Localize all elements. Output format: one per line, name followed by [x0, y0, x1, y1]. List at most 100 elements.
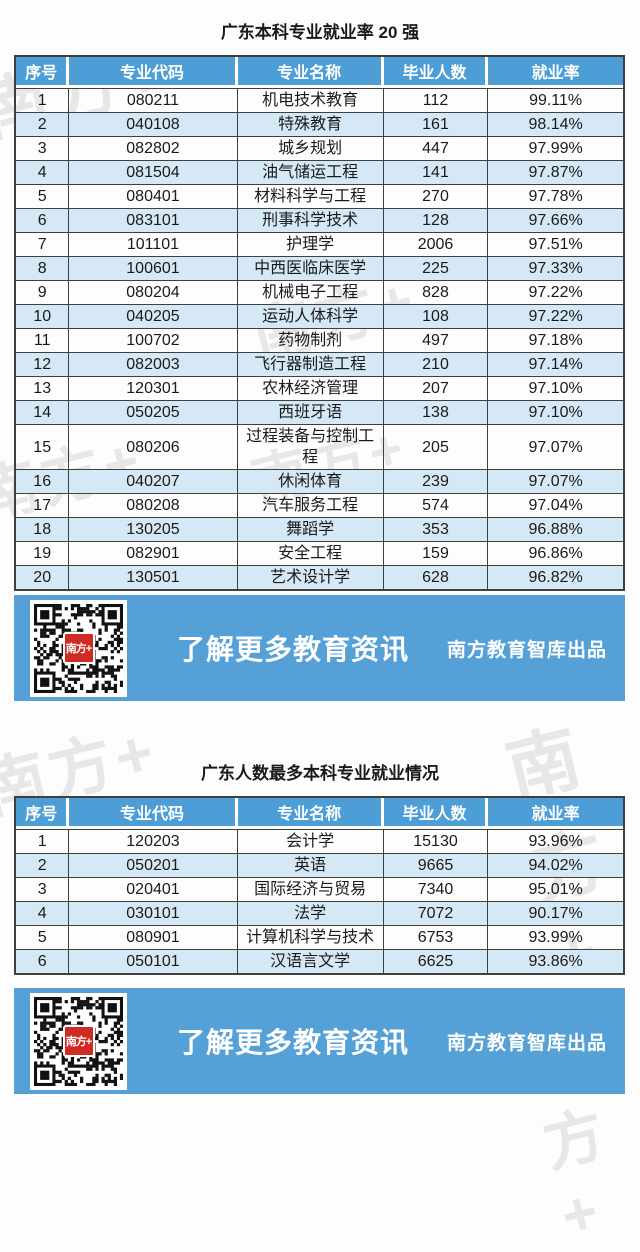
cell-major-code: 101101: [69, 232, 238, 256]
cell-rank: 20: [16, 565, 70, 589]
cell-employment-rate: 96.82%: [488, 565, 623, 589]
cell-rank: 10: [16, 304, 70, 328]
column-header: 专业名称: [237, 57, 384, 88]
cell-major-name: 西班牙语: [237, 400, 384, 424]
cell-rank: 4: [16, 901, 70, 925]
table-row: 2 040108 特殊教育 161 98.14%: [16, 112, 623, 136]
table-row: 5 080901 计算机科学与技术 6753 93.99%: [16, 925, 623, 949]
table-row: 5 080401 材料科学与工程 270 97.78%: [16, 184, 623, 208]
cell-major-name: 运动人体科学: [237, 304, 384, 328]
table-row: 14 050205 西班牙语 138 97.10%: [16, 400, 623, 424]
cell-employment-rate: 96.86%: [488, 541, 623, 565]
table-row: 3 082802 城乡规划 447 97.99%: [16, 136, 623, 160]
cell-major-name: 材料科学与工程: [237, 184, 384, 208]
column-header: 就业率: [488, 798, 623, 829]
cell-major-code: 082901: [69, 541, 238, 565]
cell-major-name: 安全工程: [237, 541, 384, 565]
cell-graduates: 353: [383, 517, 489, 541]
promo-banner: 南方+ 了解更多教育资讯 南方教育智库出品: [14, 595, 625, 701]
cell-major-name: 计算机科学与技术: [237, 925, 384, 949]
cell-major-name: 刑事科学技术: [237, 208, 384, 232]
cell-rank: 6: [16, 949, 70, 973]
cell-rank: 17: [16, 493, 70, 517]
cell-graduates: 270: [383, 184, 489, 208]
table-row: 6 050101 汉语言文学 6625 93.86%: [16, 949, 623, 973]
cell-graduates: 15130: [383, 829, 489, 853]
cell-rank: 13: [16, 376, 70, 400]
cell-major-name: 法学: [237, 901, 384, 925]
table-row: 4 030101 法学 7072 90.17%: [16, 901, 623, 925]
cell-major-name: 飞行器制造工程: [237, 352, 384, 376]
cell-major-code: 080401: [69, 184, 238, 208]
cell-major-code: 040207: [69, 469, 238, 493]
cell-major-name: 舞蹈学: [237, 517, 384, 541]
table-row: 6 083101 刑事科学技术 128 97.66%: [16, 208, 623, 232]
cell-major-name: 艺术设计学: [237, 565, 384, 589]
cell-major-code: 080206: [69, 424, 238, 469]
cell-major-code: 120203: [69, 829, 238, 853]
table-row: 10 040205 运动人体科学 108 97.22%: [16, 304, 623, 328]
banner-credit-text: 南方教育智库出品: [446, 1032, 607, 1054]
cell-employment-rate: 97.22%: [488, 280, 623, 304]
infographic-page: 广东本科专业就业率 20 强 序号 专业代码 专业名称 毕业人数 就业率 1 080211…: [14, 23, 625, 1094]
cell-rank: 11: [16, 328, 70, 352]
cell-employment-rate: 90.17%: [488, 901, 623, 925]
cell-graduates: 6753: [383, 925, 489, 949]
cell-rank: 9: [16, 280, 70, 304]
cell-graduates: 7072: [383, 901, 489, 925]
cell-graduates: 239: [383, 469, 489, 493]
table-row: 17 080208 汽车服务工程 574 97.04%: [16, 493, 623, 517]
cell-employment-rate: 97.07%: [488, 424, 623, 469]
table-row: 2 050201 英语 9665 94.02%: [16, 853, 623, 877]
cell-employment-rate: 95.01%: [488, 877, 623, 901]
cell-major-code: 120301: [69, 376, 238, 400]
cell-major-code: 050101: [69, 949, 238, 973]
cell-employment-rate: 97.66%: [488, 208, 623, 232]
cell-rank: 8: [16, 256, 70, 280]
cell-graduates: 128: [383, 208, 489, 232]
cell-employment-rate: 93.96%: [488, 829, 623, 853]
cell-major-code: 080901: [69, 925, 238, 949]
cell-employment-rate: 97.18%: [488, 328, 623, 352]
cell-major-code: 050205: [69, 400, 238, 424]
cell-graduates: 2006: [383, 232, 489, 256]
cell-major-code: 130501: [69, 565, 238, 589]
cell-major-name: 城乡规划: [237, 136, 384, 160]
table-row: 3 020401 国际经济与贸易 7340 95.01%: [16, 877, 623, 901]
qr-pattern: [34, 603, 123, 693]
cell-rank: 18: [16, 517, 70, 541]
cell-graduates: 210: [383, 352, 489, 376]
cell-graduates: 828: [383, 280, 489, 304]
cell-major-name: 农林经济管理: [237, 376, 384, 400]
cell-rank: 7: [16, 232, 70, 256]
cell-employment-rate: 96.88%: [488, 517, 623, 541]
cell-graduates: 141: [383, 160, 489, 184]
cell-major-code: 050201: [69, 853, 238, 877]
table1-title: 广东本科专业就业率 20 强: [220, 23, 420, 42]
cell-graduates: 138: [383, 400, 489, 424]
cell-major-name: 机械电子工程: [237, 280, 384, 304]
header-row: 序号 专业代码 专业名称 毕业人数 就业率: [16, 57, 623, 88]
qr-center-logo: 南方+: [62, 1025, 95, 1057]
most-graduates-table: 序号 专业代码 专业名称 毕业人数 就业率 1 120203 会计学 15130 93.96% 2…: [14, 796, 625, 975]
cell-employment-rate: 93.86%: [488, 949, 623, 973]
table-row: 19 082901 安全工程 159 96.86%: [16, 541, 623, 565]
cell-major-name: 药物制剂: [237, 328, 384, 352]
cell-employment-rate: 97.10%: [488, 400, 623, 424]
cell-graduates: 159: [383, 541, 489, 565]
qr-center-logo: 南方+: [62, 632, 95, 664]
cell-rank: 16: [16, 469, 70, 493]
cell-employment-rate: 97.04%: [488, 493, 623, 517]
table-row: 16 040207 休闲体育 239 97.07%: [16, 469, 623, 493]
column-header: 专业代码: [69, 57, 238, 88]
cell-graduates: 6625: [383, 949, 489, 973]
cell-rank: 4: [16, 160, 70, 184]
cell-major-name: 汉语言文学: [237, 949, 384, 973]
banner-credit-text: 南方教育智库出品: [446, 639, 607, 661]
table2-title: 广东人数最多本科专业就业情况: [201, 764, 439, 783]
cell-major-name: 英语: [237, 853, 384, 877]
table-row: 20 130501 艺术设计学 628 96.82%: [16, 565, 623, 589]
header-row: 序号 专业代码 专业名称 毕业人数 就业率: [16, 798, 623, 829]
cell-major-code: 040108: [69, 112, 238, 136]
promo-banner: 南方+ 了解更多教育资讯 南方教育智库出品: [14, 988, 625, 1094]
